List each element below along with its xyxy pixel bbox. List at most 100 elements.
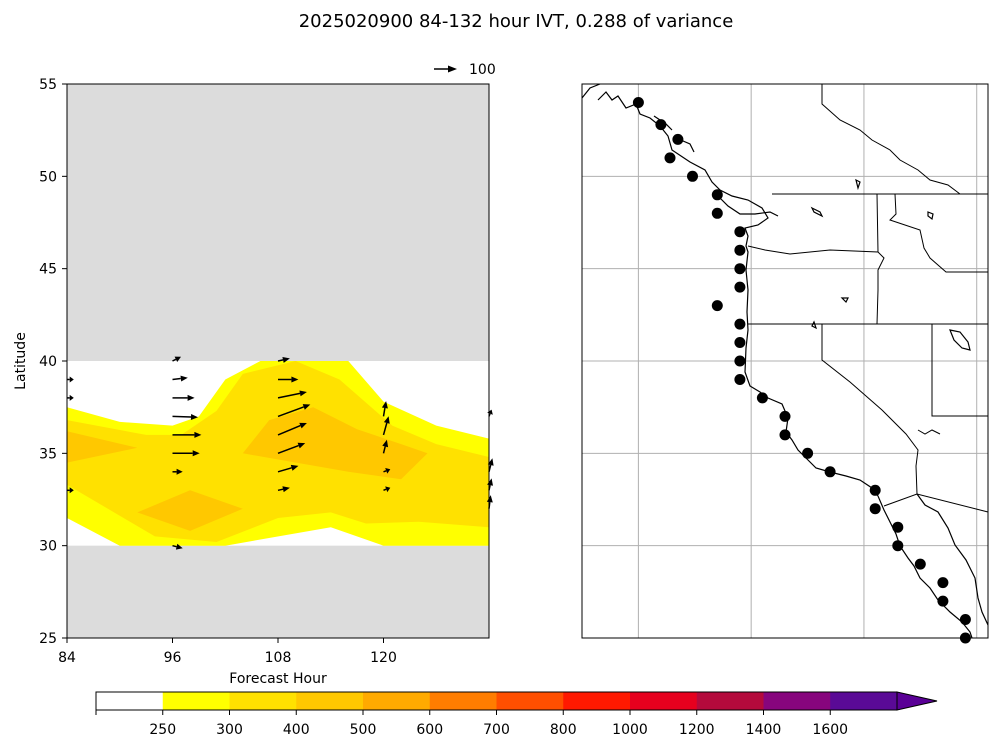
- colorbar-label-500: 500: [350, 722, 377, 738]
- map-point-27: [937, 595, 949, 607]
- y-tick-label-45: 45: [39, 262, 57, 278]
- vector-arrow-3: [172, 356, 181, 362]
- colorbar-extend-arrow: [896, 691, 938, 711]
- map-panel: [581, 83, 989, 644]
- map-point-17: [779, 410, 791, 422]
- map-point-1: [655, 119, 667, 131]
- y-tick-label-55: 55: [39, 77, 57, 93]
- y-axis: 25 30 35 40 45 50 55: [39, 77, 67, 647]
- colorbar-label-800: 800: [550, 722, 577, 738]
- state-border-id: [876, 193, 988, 273]
- colorbar: 250 300 400 500 600 700 800 1000 1200 1400 1600: [95, 691, 938, 738]
- vector-arrow-22: [383, 468, 391, 474]
- colorbar-segment-11: [830, 692, 898, 710]
- vector-arrow-19: [381, 401, 388, 417]
- x-tick-label-108: 108: [265, 650, 292, 666]
- colorbar-segment-10: [763, 692, 831, 710]
- map-point-10: [734, 281, 746, 293]
- colorbar-segment-1: [162, 692, 230, 710]
- contour-region-400-4: [242, 407, 428, 480]
- colorbar-segment-0: [96, 692, 164, 710]
- map-point-16: [756, 392, 768, 404]
- colorbar-label-300: 300: [216, 722, 243, 738]
- map-point-18: [779, 429, 791, 441]
- map-point-9: [734, 263, 746, 275]
- colorbar-label-250: 250: [149, 722, 176, 738]
- colorbar-label-1000: 1000: [612, 722, 648, 738]
- x-tick-label-96: 96: [164, 650, 182, 666]
- map-coastlines: [581, 83, 989, 639]
- map-point-5: [711, 189, 723, 201]
- map-point-21: [869, 484, 881, 496]
- figure-title: 2025020900 84-132 hour IVT, 0.288 of var…: [299, 11, 734, 32]
- y-tick-label-30: 30: [39, 539, 57, 555]
- coastline: [581, 83, 973, 639]
- contour-region-400-2: [67, 431, 138, 463]
- map-point-19: [802, 447, 814, 459]
- map-point-15: [734, 374, 746, 385]
- vector-arrow-16: [277, 442, 306, 455]
- map-point-14: [734, 355, 746, 367]
- y-tick-label-50: 50: [39, 169, 57, 185]
- map-point-11: [711, 300, 723, 312]
- colorbar-label-1200: 1200: [679, 722, 715, 738]
- map-point-25: [914, 558, 926, 570]
- map-point-6: [711, 207, 723, 219]
- colorbar-label-400: 400: [283, 722, 310, 738]
- x-axis: 84 96 108 120: [58, 638, 397, 666]
- map-point-4: [687, 170, 698, 182]
- vector-arrow-15: [277, 422, 307, 436]
- vector-arrow-23: [383, 486, 391, 493]
- colorbar-segment-3: [296, 692, 364, 710]
- vector-arrow-21: [382, 439, 389, 454]
- vector-arrow-17: [277, 464, 299, 473]
- colorbar-segment-2: [229, 692, 297, 710]
- ivt-vectors: [67, 356, 494, 550]
- map-point-8: [734, 244, 746, 256]
- vector-arrow-6: [172, 414, 198, 420]
- map-point-13: [734, 337, 746, 348]
- state-border-ca-nv: [821, 324, 919, 495]
- vector-arrow-7: [172, 431, 202, 438]
- vector-arrow-14: [277, 404, 311, 418]
- map-point-23: [892, 521, 904, 533]
- colorbar-segment-6: [496, 692, 564, 710]
- map-point-24: [892, 540, 904, 552]
- colorado-river: [917, 429, 941, 435]
- quiver-key-arrowhead: [448, 65, 457, 73]
- y-axis-label: Latitude: [13, 332, 29, 390]
- vector-arrow-11: [277, 357, 290, 363]
- state-border-nv-az: [931, 324, 988, 417]
- vector-arrow-5: [172, 394, 195, 401]
- us-mexico-border: [883, 493, 989, 513]
- map-point-3: [664, 152, 676, 164]
- contour-region-400-3: [137, 490, 243, 531]
- quiver-key-label: 100: [469, 62, 496, 78]
- map-point-22: [869, 503, 881, 515]
- vector-arrow-9: [172, 468, 183, 475]
- x-tick-label-84: 84: [58, 650, 76, 666]
- map-points: [632, 97, 971, 644]
- colorbar-segment-5: [429, 692, 497, 710]
- map-point-0: [632, 97, 644, 108]
- vector-arrow-10: [172, 543, 183, 550]
- lake-outline: [810, 178, 971, 351]
- map-gridlines: [582, 84, 988, 638]
- colorbar-label-600: 600: [416, 722, 443, 738]
- vector-arrow-18: [277, 486, 290, 493]
- colorbar-segment-7: [563, 692, 631, 710]
- y-tick-label-25: 25: [39, 631, 57, 647]
- colorbar-label-1400: 1400: [746, 722, 782, 738]
- vector-arrow-8: [172, 450, 200, 457]
- y-tick-label-40: 40: [39, 354, 57, 370]
- vector-arrow-12: [278, 376, 299, 383]
- vector-arrow-13: [277, 390, 307, 399]
- map-point-12: [734, 318, 746, 330]
- map-point-26: [937, 577, 949, 589]
- colorbar-segment-8: [630, 692, 698, 710]
- y-tick-label-35: 35: [39, 446, 57, 462]
- x-axis-label: Forecast Hour: [229, 671, 327, 687]
- colorbar-label-700: 700: [483, 722, 510, 738]
